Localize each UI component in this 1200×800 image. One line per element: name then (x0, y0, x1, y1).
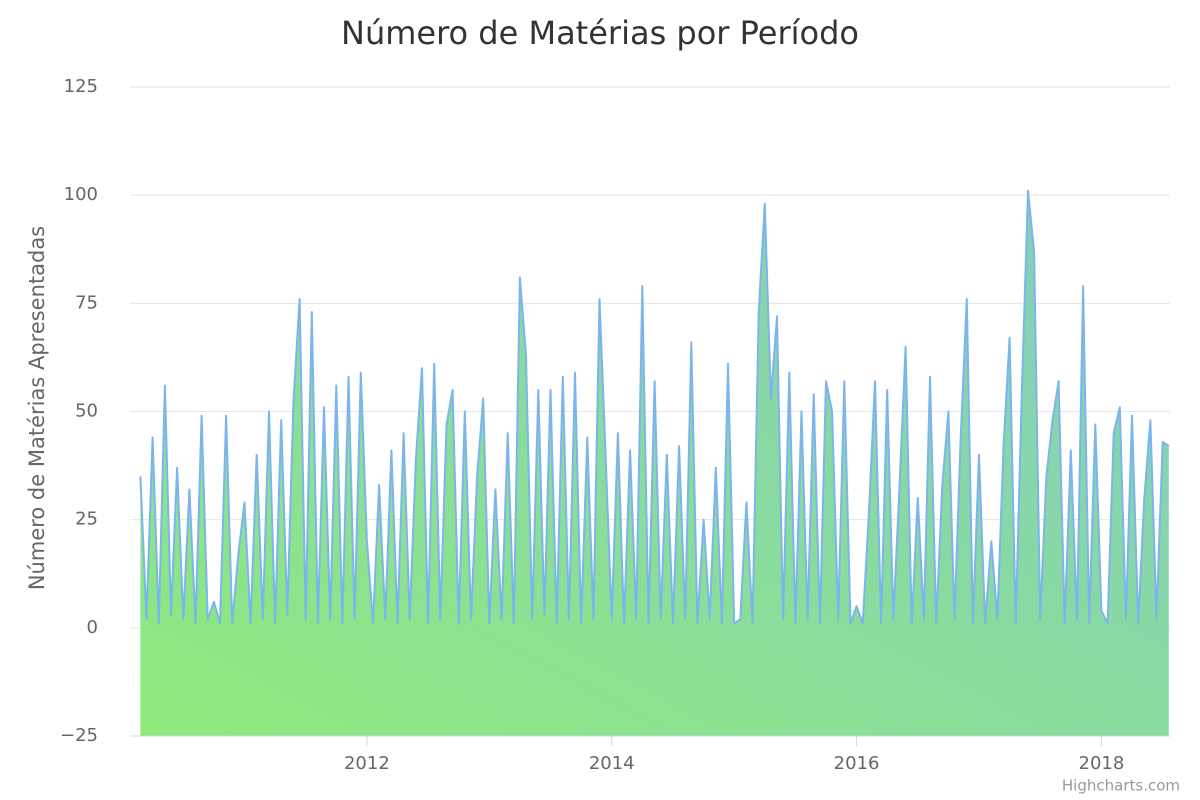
area-line (139, 189, 1170, 625)
y-tick-label: 0 (87, 617, 98, 638)
credits[interactable]: Highcharts.com (1062, 777, 1180, 795)
x-tick-label: 2012 (344, 753, 390, 774)
y-tick-label: 50 (75, 401, 98, 422)
x-tick-label: 2018 (1079, 753, 1125, 774)
y-tick-label: 100 (64, 184, 98, 205)
y-tick-label: 125 (64, 76, 98, 97)
x-tick-label: 2014 (589, 753, 635, 774)
y-axis-label: Número de Matérias Apresentadas (25, 226, 49, 590)
chart-title: Número de Matérias por Período (341, 14, 859, 52)
x-tick-label: 2016 (834, 753, 880, 774)
y-tick-label: −25 (60, 725, 98, 746)
y-tick-label: 75 (75, 292, 98, 313)
area-fill (140, 190, 1169, 737)
y-tick-label: 25 (75, 509, 98, 530)
